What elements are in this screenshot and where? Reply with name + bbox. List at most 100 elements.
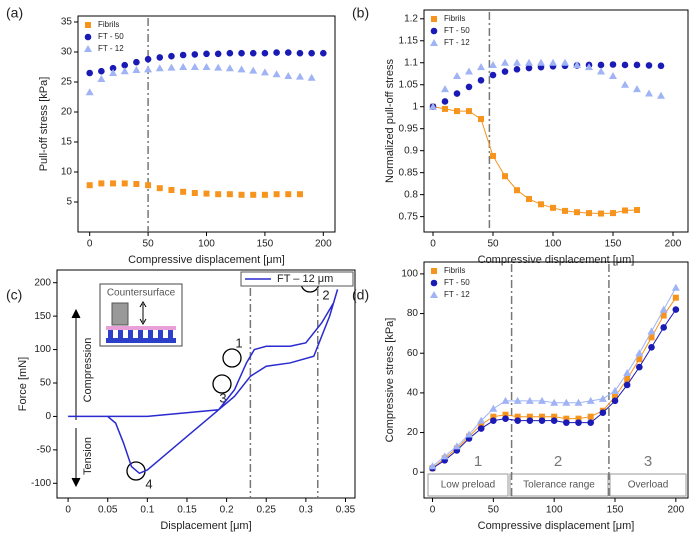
y-axis-label: Pull-off stress [kPa]: [38, 77, 50, 172]
point: [284, 49, 292, 56]
point: [144, 55, 152, 63]
legend-marker: [430, 39, 438, 46]
annotation: Overload: [628, 480, 669, 491]
point: [624, 376, 631, 383]
point: [538, 396, 547, 404]
point: [587, 413, 594, 420]
x-tick-label: 200: [315, 239, 332, 250]
annotation: 3: [219, 390, 226, 405]
legend-label: FT - 12: [98, 44, 124, 53]
point: [574, 398, 583, 406]
y-tick-label: 50: [40, 378, 52, 389]
legend-label: FT - 50: [98, 32, 124, 41]
legend-marker: [84, 33, 92, 41]
point: [179, 63, 188, 70]
point: [320, 49, 327, 57]
series-line: [432, 309, 677, 469]
legend-label: FT – 12 μm: [277, 273, 333, 285]
point: [295, 72, 304, 80]
point: [587, 419, 594, 426]
point: [238, 191, 245, 198]
point: [97, 75, 106, 82]
point: [634, 207, 640, 214]
legend-marker: [84, 45, 92, 52]
x-tick-label: 0: [430, 505, 436, 516]
legend-marker: [430, 279, 438, 287]
x-tick-label: 0.2: [220, 505, 234, 516]
y-tick-label: 40: [407, 388, 419, 399]
y-tick-label: 150: [34, 311, 51, 322]
x-axis-label: Compressive displacement [μm]: [478, 520, 635, 532]
point: [609, 71, 617, 79]
x-tick-label: 0.35: [336, 505, 356, 516]
y-tick-label: 25: [61, 77, 73, 88]
point: [622, 207, 628, 214]
point: [428, 462, 437, 470]
y-tick-label: 20: [61, 107, 73, 118]
annotation: Tension: [82, 437, 94, 475]
point: [660, 324, 667, 331]
y-tick-label: 1.05: [399, 79, 419, 90]
point: [501, 68, 509, 75]
point: [551, 413, 558, 420]
point: [645, 62, 653, 69]
point: [190, 63, 199, 70]
y-tick-label: 0: [45, 411, 51, 422]
y-tick-label: 0.8: [404, 189, 418, 200]
point: [550, 398, 559, 406]
point: [452, 442, 461, 450]
x-tick-label: 0: [87, 239, 93, 250]
point: [429, 102, 437, 110]
point: [586, 210, 592, 217]
y-tick-label: 0: [412, 467, 418, 478]
point: [645, 89, 653, 97]
annotation: 2: [554, 453, 562, 470]
point: [489, 404, 498, 412]
y-tick-label: 60: [407, 348, 419, 359]
legend-marker: [431, 268, 437, 274]
legend-label: FT - 50: [444, 278, 470, 287]
y-tick-label: 1.1: [404, 57, 418, 68]
legend-box: [240, 271, 354, 287]
point: [477, 63, 485, 71]
point: [514, 187, 520, 194]
y-tick-label: 200: [34, 277, 51, 288]
plot-frame: [56, 269, 356, 499]
point: [550, 204, 556, 211]
point: [454, 108, 460, 115]
panel-label: (b): [352, 5, 369, 21]
point: [202, 63, 211, 70]
point: [225, 64, 234, 72]
annotation: Tolerance range: [523, 480, 595, 491]
y-tick-label: 30: [61, 47, 73, 58]
point: [191, 190, 198, 196]
y-tick-label: -50: [37, 444, 52, 455]
legend-marker: [85, 22, 91, 28]
point: [249, 49, 257, 57]
point: [308, 49, 315, 57]
x-axis-label: Compressive displacement [μm]: [128, 254, 285, 266]
point: [514, 413, 521, 420]
point: [597, 67, 605, 75]
point: [121, 61, 129, 69]
legend-label: Fibrils: [444, 266, 465, 275]
point: [120, 67, 129, 75]
y-tick-label: 0.75: [399, 211, 419, 222]
point: [132, 66, 141, 73]
point: [501, 58, 509, 66]
point: [98, 180, 105, 187]
point: [86, 182, 93, 189]
point: [441, 85, 449, 93]
panel-label: (c): [6, 287, 22, 303]
point: [155, 64, 164, 72]
x-tick-label: 150: [607, 505, 624, 516]
point: [261, 191, 268, 198]
point: [250, 191, 257, 198]
point: [598, 394, 607, 402]
annotation: 2: [322, 287, 329, 302]
point: [513, 396, 522, 404]
x-tick-label: 50: [488, 505, 500, 516]
x-tick-label: 0.15: [177, 505, 197, 516]
point: [526, 413, 533, 420]
